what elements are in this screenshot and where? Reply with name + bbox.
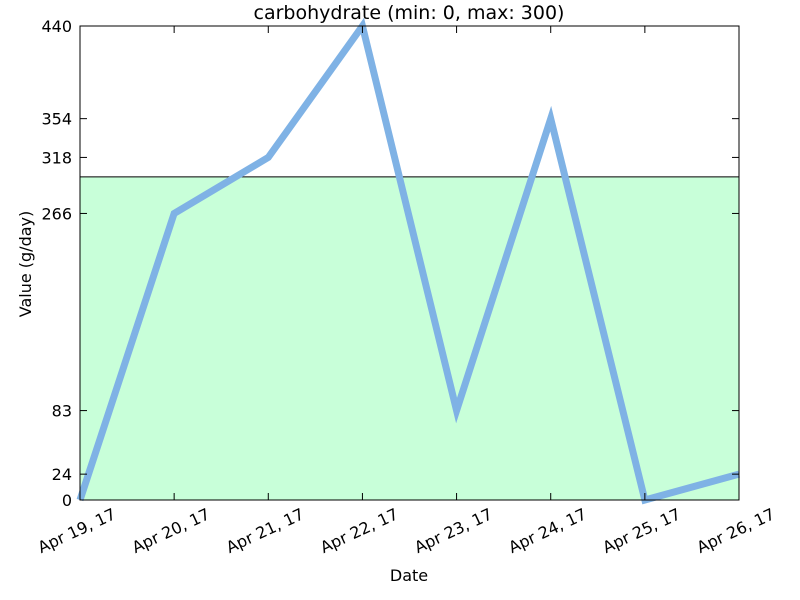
y-tick-label: 266 [41,204,72,223]
series-line [76,17,740,505]
y-tick-label: 354 [41,110,72,129]
data-point [456,410,458,412]
y-tick-label: 440 [41,17,72,36]
data-point [173,212,175,214]
y-tick-label: 24 [52,465,72,484]
chart-title: carbohydrate (min: 0, max: 300) [254,2,565,24]
y-axis-label: Value (g/day) [16,211,35,317]
y-tick-label: 83 [52,402,72,421]
data-point [550,118,552,120]
y-axis: 0 24 83 266 318 354 440 [41,17,739,510]
x-axis-label: Date [390,566,428,585]
y-tick-label: 0 [62,491,72,510]
data-point [267,156,269,158]
y-tick-label: 318 [41,148,72,167]
plot-frame [79,25,740,501]
